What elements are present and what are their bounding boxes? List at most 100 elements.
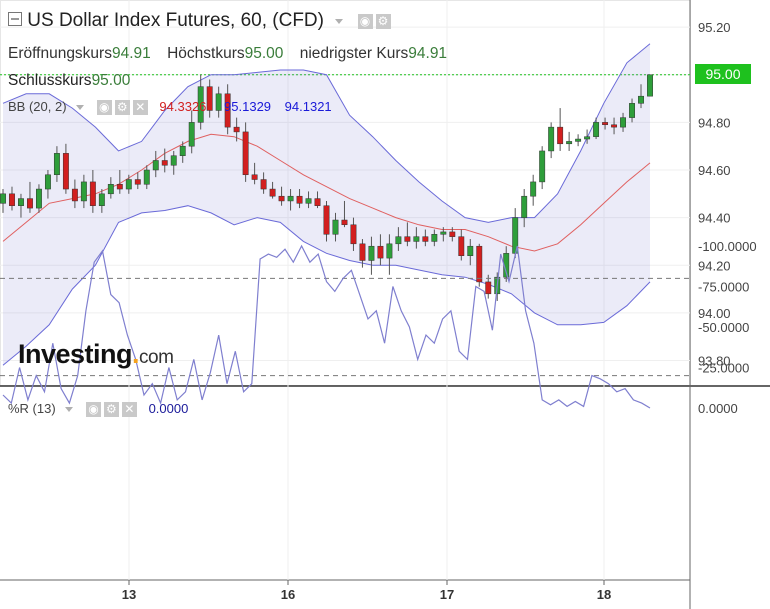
candle-body [161, 160, 168, 166]
candle-body [206, 86, 213, 111]
gear-icon[interactable]: ⚙ [114, 100, 130, 116]
gear-icon[interactable]: ⚙ [103, 402, 119, 418]
chevron-down-icon[interactable] [65, 407, 74, 413]
candle [125, 174, 132, 194]
candle [512, 208, 519, 259]
candle-body [0, 193, 6, 204]
candle-body [557, 126, 564, 145]
eye-icon[interactable]: ◉ [96, 100, 112, 116]
candle-body [449, 231, 456, 237]
candle-body [80, 181, 87, 202]
candle [305, 191, 312, 209]
candle-body [440, 231, 447, 235]
chart-title-bar: US Dollar Index Futures, 60, (CFD) ◉ ⚙ [8, 10, 391, 32]
price-tick-label: 94.40 [698, 211, 731, 226]
close-icon[interactable]: ✕ [121, 402, 137, 418]
wr-tick-label: -50.0000 [698, 320, 749, 335]
close-value: 95.00 [91, 72, 131, 89]
candle [170, 150, 177, 175]
wr-tick-label: -75.0000 [698, 280, 749, 295]
close-icon[interactable]: ✕ [132, 100, 148, 116]
candle-body [548, 126, 555, 152]
wr-indicator-label[interactable]: %R (13) [8, 401, 56, 416]
candle [27, 181, 33, 213]
candle-body [116, 184, 123, 190]
candle-body [242, 131, 249, 176]
candle [251, 162, 258, 185]
candle [53, 146, 60, 182]
candle [368, 236, 375, 275]
high-value: 95.00 [244, 45, 284, 62]
candle-body [179, 145, 186, 156]
candle [287, 189, 294, 211]
candle-body [629, 103, 635, 118]
candle-body [359, 243, 366, 261]
candle-body [143, 169, 150, 185]
candle [332, 212, 339, 242]
candle-body [602, 122, 609, 126]
candle [152, 150, 159, 178]
candle [413, 227, 420, 249]
open-value: 94.91 [111, 45, 151, 62]
chevron-down-icon[interactable] [335, 18, 344, 24]
candle [575, 134, 582, 147]
candle-body [485, 281, 492, 295]
candle [647, 74, 653, 97]
candle [116, 170, 123, 194]
candle-body [62, 153, 69, 190]
wr-line [2, 244, 651, 409]
wr-tick-label: -25.0000 [698, 361, 749, 376]
close-label: Schlusskurs [8, 72, 92, 89]
eye-icon[interactable]: ◉ [357, 13, 373, 29]
candle [593, 117, 600, 140]
candle-body [278, 195, 285, 202]
candle-body [224, 93, 231, 128]
candle-body [413, 236, 420, 242]
candle-body [107, 184, 114, 195]
candle-body [566, 141, 573, 145]
time-tick-label: 13 [122, 587, 136, 602]
candle [602, 117, 609, 130]
candle-body [638, 95, 644, 104]
chevron-down-icon[interactable] [76, 105, 85, 111]
candle-body [98, 193, 105, 206]
low-value: 94.91 [408, 45, 448, 62]
candle [629, 98, 635, 123]
candle [539, 146, 546, 190]
candle-body [368, 245, 375, 261]
wr-tick-label: 0.0000 [698, 401, 738, 416]
candlestick-series[interactable] [0, 74, 653, 301]
candle [71, 179, 78, 209]
gear-icon[interactable]: ⚙ [375, 13, 391, 29]
collapse-icon[interactable] [8, 10, 22, 32]
bb-indicator-label[interactable]: BB (20, 2) [8, 99, 67, 114]
current-price-tag: 95.00 [695, 64, 751, 84]
price-tick-label: 95.20 [698, 20, 731, 35]
candle-body [458, 236, 465, 256]
candle-body [215, 93, 222, 111]
candle [188, 110, 195, 154]
investing-logo: Investing.com [18, 339, 174, 369]
candle-body [467, 245, 474, 256]
candle [314, 191, 321, 209]
instrument-title: US Dollar Index Futures, 60, (CFD) [27, 10, 324, 32]
eye-icon[interactable]: ◉ [85, 402, 101, 418]
time-tick-label: 17 [440, 587, 454, 602]
candle [44, 170, 51, 199]
candle [521, 189, 528, 228]
candle [341, 200, 348, 228]
candle-body [53, 153, 60, 176]
candle-body [593, 122, 600, 137]
price-tick-label: 93.80 [698, 354, 731, 369]
candle [584, 129, 591, 144]
candle [80, 174, 87, 209]
candle [18, 193, 24, 218]
candle-body [296, 195, 303, 204]
candle [224, 84, 231, 135]
candle [89, 170, 96, 213]
candle [62, 143, 69, 194]
candle-body [539, 150, 546, 183]
candle [557, 108, 564, 151]
candle [35, 184, 42, 213]
